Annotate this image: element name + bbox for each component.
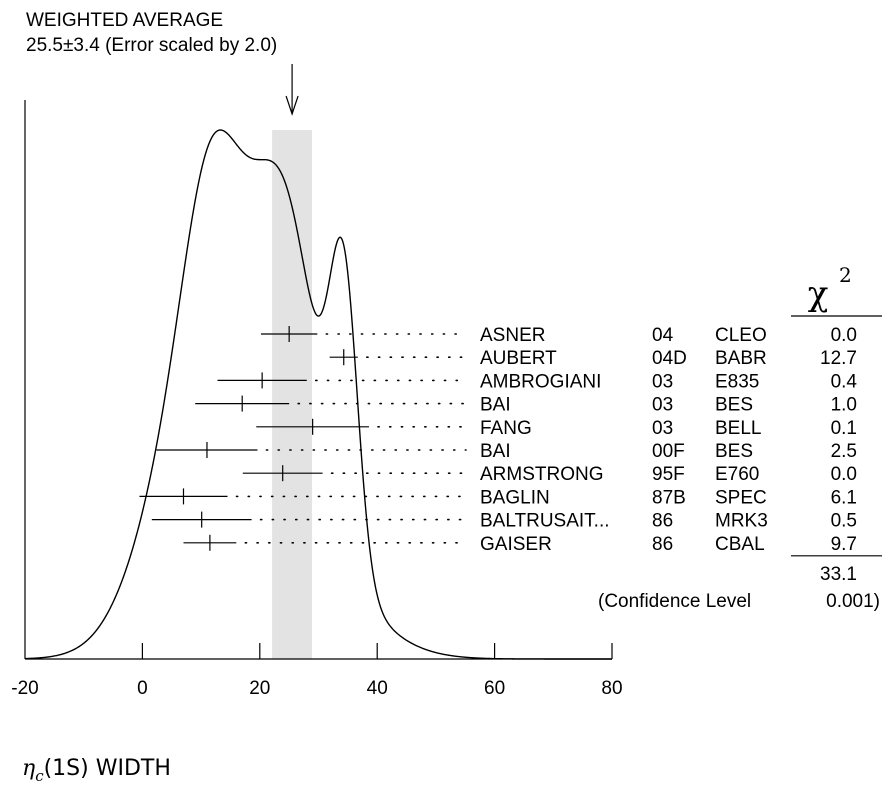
confidence-level-value: 0.001) bbox=[826, 591, 880, 612]
measurement-experiment: E760 bbox=[715, 464, 759, 485]
x-tick-label: 0 bbox=[137, 678, 148, 699]
arrow-head bbox=[285, 95, 299, 116]
measurement-experiment: SPEC bbox=[715, 487, 767, 508]
x-tick-label: -20 bbox=[11, 678, 38, 699]
measurement-experiment: BELL bbox=[715, 418, 761, 439]
measurement-author: BALTRUSAIT... bbox=[480, 511, 610, 532]
measurement-author: GAISER bbox=[480, 534, 552, 555]
measurement-author: ASNER bbox=[480, 325, 545, 346]
measurement-author: ARMSTRONG bbox=[480, 464, 604, 485]
measurement-year: 86 bbox=[652, 534, 673, 555]
measurement-experiment: BES bbox=[715, 395, 753, 416]
x-ticks: -20 0 20 40 60 80 bbox=[11, 643, 623, 699]
measurement-year: 86 bbox=[652, 511, 673, 532]
chart-title-line-1: WEIGHTED AVERAGE bbox=[26, 10, 223, 31]
ideogram-curve bbox=[24, 129, 612, 660]
x-tick-label: 80 bbox=[601, 678, 622, 699]
chi2-header-symbol: χ bbox=[808, 274, 829, 314]
measurement-row: ARMSTRONG 95F E760 0.0 bbox=[242, 464, 857, 485]
chi2-total: 33.1 bbox=[820, 564, 857, 585]
measurement-author: BAI bbox=[480, 441, 511, 462]
measurement-row: BAI 03 BES 1.0 bbox=[195, 395, 857, 416]
measurement-row: ASNER 04 CLEO 0.0 bbox=[260, 325, 857, 346]
measurement-row: BAI 00F BES 2.5 bbox=[156, 441, 857, 462]
measurement-chi2: 0.1 bbox=[831, 418, 857, 439]
measurement-year: 95F bbox=[652, 464, 685, 485]
measurement-experiment: CBAL bbox=[715, 534, 765, 555]
measurement-experiment: BES bbox=[715, 441, 753, 462]
measurement-chi2: 0.0 bbox=[831, 464, 857, 485]
x-tick-label: 60 bbox=[484, 678, 505, 699]
measurement-experiment: MRK3 bbox=[715, 511, 768, 532]
measurement-chi2: 0.4 bbox=[831, 371, 858, 392]
measurement-row: AUBERT 04D BABR 12.7 bbox=[329, 348, 857, 369]
x-tick-label: 40 bbox=[367, 678, 388, 699]
x-axis-label-subscript: c bbox=[35, 767, 44, 785]
measurement-chi2: 0.5 bbox=[831, 511, 857, 532]
weighted-average-band bbox=[272, 130, 313, 659]
measurement-row: GAISER 86 CBAL 9.7 bbox=[183, 534, 857, 555]
measurement-year: 03 bbox=[652, 418, 673, 439]
measurement-year: 03 bbox=[652, 395, 673, 416]
measurement-chi2: 0.0 bbox=[831, 325, 857, 346]
measurement-chi2: 6.1 bbox=[831, 487, 857, 508]
x-axis-label-symbol: η bbox=[22, 756, 35, 781]
measurement-year: 04D bbox=[652, 348, 687, 369]
measurement-chi2: 1.0 bbox=[831, 395, 857, 416]
chart-title-line-2: 25.5±3.4 (Error scaled by 2.0) bbox=[26, 35, 277, 56]
measurement-year: 87B bbox=[652, 487, 686, 508]
measurement-author: BAGLIN bbox=[480, 487, 550, 508]
measurement-chi2: 9.7 bbox=[831, 534, 857, 555]
x-tick-label: 20 bbox=[249, 678, 270, 699]
measurement-author: FANG bbox=[480, 418, 532, 439]
measurement-author: AUBERT bbox=[480, 348, 557, 369]
weighted-average-arrow bbox=[285, 64, 299, 116]
measurement-year: 03 bbox=[652, 371, 673, 392]
measurement-row: BAGLIN 87B SPEC 6.1 bbox=[139, 487, 857, 508]
measurement-experiment: E835 bbox=[715, 371, 759, 392]
measurement-chi2: 2.5 bbox=[831, 441, 857, 462]
measurement-row: AMBROGIANI 03 E835 0.4 bbox=[217, 371, 858, 392]
measurement-author: AMBROGIANI bbox=[480, 371, 601, 392]
x-axis-label-rest: (1S) WIDTH bbox=[44, 756, 171, 781]
confidence-level-label: (Confidence Level bbox=[598, 591, 751, 612]
measurement-year: 00F bbox=[652, 441, 685, 462]
measurement-experiment: BABR bbox=[715, 348, 767, 369]
measurement-row: BALTRUSAIT... 86 MRK3 0.5 bbox=[151, 511, 857, 532]
measurement-experiment: CLEO bbox=[715, 325, 767, 346]
measurement-author: BAI bbox=[480, 395, 511, 416]
measurement-chi2: 12.7 bbox=[820, 348, 857, 369]
measurement-year: 04 bbox=[652, 325, 674, 346]
chi2-header-power: 2 bbox=[839, 263, 852, 287]
measurement-row: FANG 03 BELL 0.1 bbox=[256, 418, 857, 439]
x-axis-label: ηc(1S) WIDTH bbox=[22, 756, 171, 785]
